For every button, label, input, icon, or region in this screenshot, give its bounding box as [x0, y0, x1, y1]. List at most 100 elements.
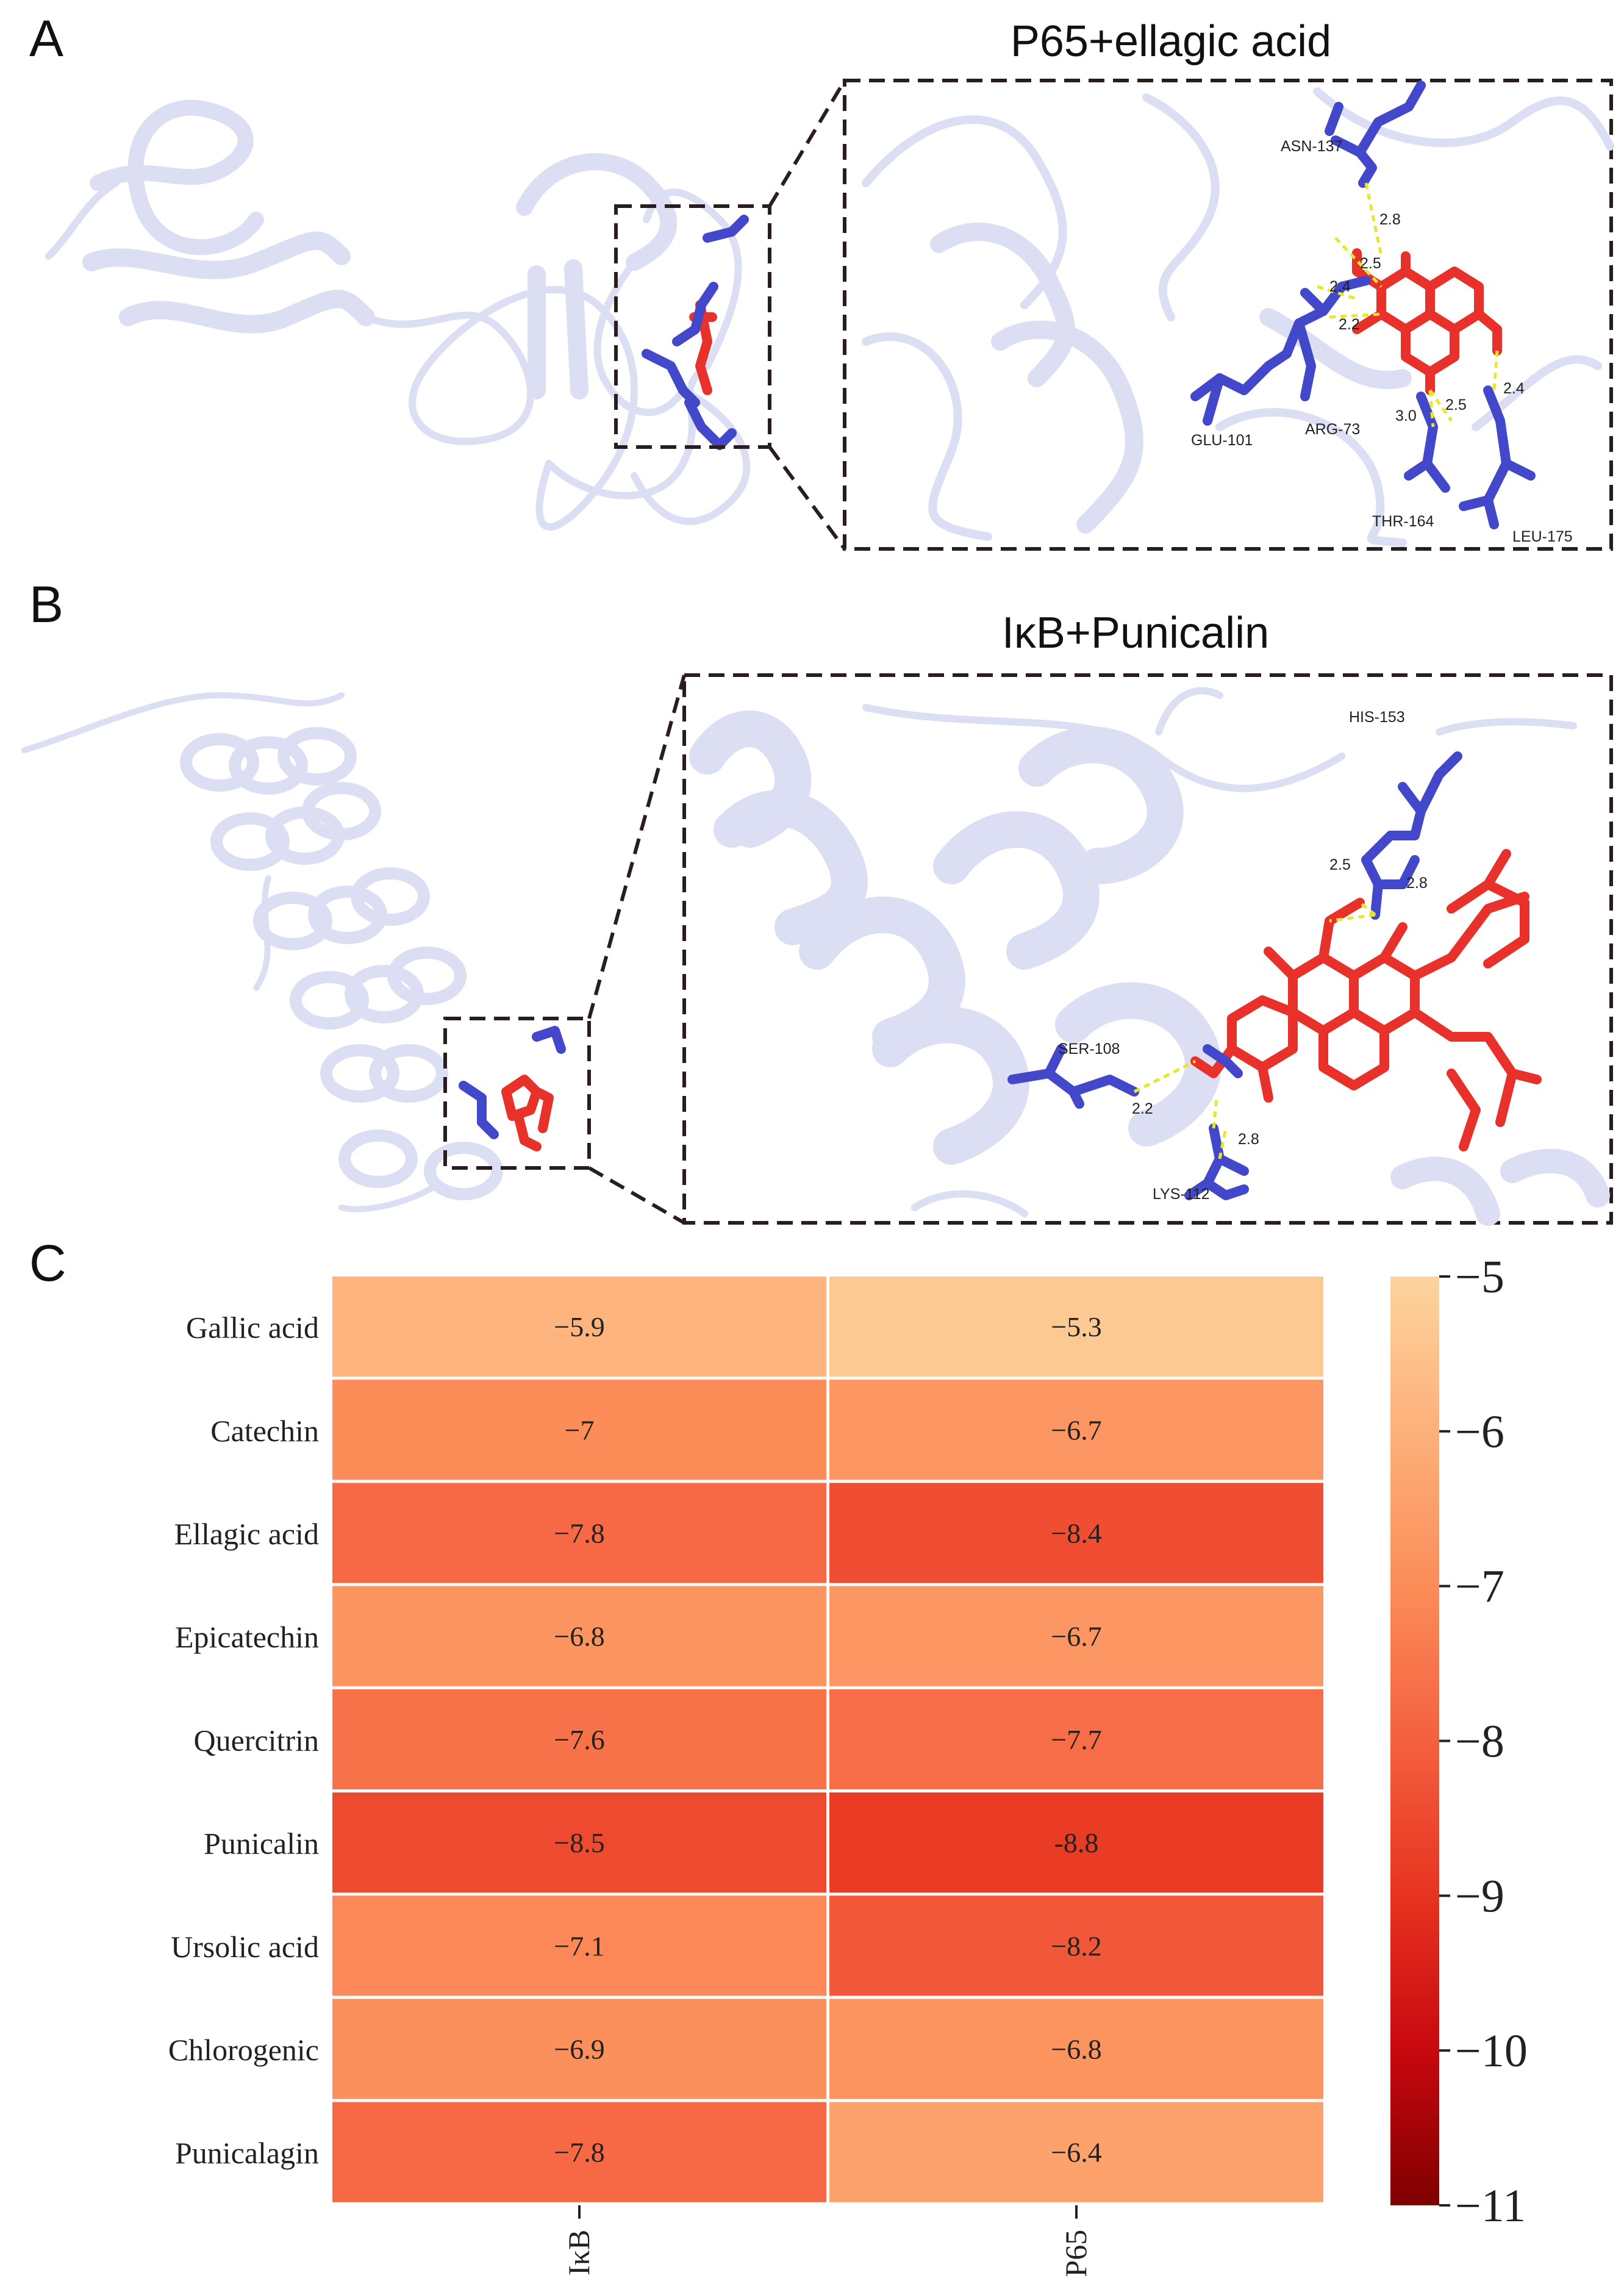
- row-label: Epicatechin: [175, 1620, 319, 1654]
- heatmap-cell-label: -8.8: [1054, 1827, 1099, 1858]
- panel-a: A P65+ellagic acid: [29, 10, 1614, 551]
- heatmap-cell: [332, 1896, 826, 1996]
- row-label: Catechin: [210, 1414, 319, 1448]
- panel-a-distance-label: 3.0: [1395, 407, 1417, 424]
- panel-b-residue-label: HIS-153: [1349, 709, 1405, 726]
- panel-b-connector-bottom: [588, 1166, 685, 1225]
- colorbar-tick-label: −8: [1455, 1716, 1504, 1767]
- colorbar-tick-label: −11: [1455, 2180, 1526, 2232]
- heatmap-cell-label: −6.8: [1051, 2034, 1101, 2065]
- panel-b-zoom-box: [682, 673, 1613, 1225]
- panel-b: B IκB+Punicalin: [21, 576, 1613, 1226]
- panel-b-protein-overview: [21, 692, 566, 1212]
- colorbar-tick-label: −7: [1455, 1561, 1504, 1613]
- heatmap-cell-label: −7: [565, 1414, 595, 1445]
- panel-a-title: P65+ellagic acid: [1011, 17, 1331, 66]
- panel-b-distance-label: 2.5: [1329, 856, 1351, 873]
- heatmap-cell-label: −5.3: [1051, 1311, 1101, 1342]
- heatmap-cell-label: −6.7: [1051, 1414, 1101, 1445]
- colorbar-tick-label: −6: [1455, 1406, 1504, 1458]
- row-label: Punicalin: [204, 1827, 319, 1861]
- panel-b-ligand: [1190, 849, 1542, 1151]
- colorbar: −5 −6 −7 −8 −9 −10 −11: [1390, 1251, 1528, 2232]
- panel-b-distance-label: 2.8: [1406, 875, 1428, 892]
- heatmap-cell-label: −7.6: [554, 1724, 604, 1755]
- row-label: Ursolic acid: [171, 1930, 319, 1964]
- panel-a-residue-label: GLU-101: [1191, 432, 1253, 449]
- panel-a-connector-top: [768, 79, 846, 207]
- panel-a-ligand: [1352, 248, 1502, 395]
- heatmap-cell-label: −7.1: [554, 1930, 604, 1961]
- colorbar-tick-label: −5: [1455, 1251, 1504, 1303]
- row-label: Chlorogenic: [168, 2033, 319, 2067]
- heatmap-cell: [829, 1792, 1323, 1893]
- heatmap-cell: [332, 1380, 826, 1480]
- panel-a-distance-label: 2.2: [1339, 316, 1360, 333]
- panel-a-zoom-box: [843, 79, 1613, 551]
- panel-a-zoom-protein: [862, 87, 1614, 547]
- panel-a-residue-label: LEU-175: [1512, 528, 1573, 545]
- heatmap-cell: [829, 1586, 1323, 1686]
- heatmap-cell: [332, 1689, 826, 1789]
- row-label: Punicalagin: [175, 2136, 319, 2170]
- panel-a-letter: A: [29, 10, 63, 67]
- panel-b-connector-top: [587, 675, 686, 1019]
- panel-c: C Gallic acid −5.9 −5.3 Catechin −7 −6.7 Ellag…: [29, 1234, 1528, 2277]
- panel-a-connector-bottom: [768, 446, 846, 550]
- panel-b-residue-label: LYS-112: [1153, 1186, 1210, 1203]
- panel-a-residue-label: ASN-137: [1281, 138, 1342, 155]
- heatmap-cell-label: −6.8: [554, 1621, 604, 1652]
- row-label: Quercitrin: [194, 1723, 319, 1757]
- heatmap-cell-label: −8.2: [1051, 1930, 1101, 1961]
- heatmap-cell: [332, 1586, 826, 1686]
- colorbar-gradient: [1390, 1276, 1439, 2205]
- heatmap-cell-label: −5.9: [554, 1311, 604, 1342]
- panel-b-residues: [1007, 751, 1462, 1200]
- colorbar-tick-label: −9: [1455, 1871, 1504, 1922]
- heatmap-cell: [829, 2102, 1323, 2202]
- heatmap-cell: [829, 1483, 1323, 1583]
- panel-a-distance-label: 2.5: [1445, 396, 1467, 414]
- row-label: Gallic acid: [186, 1311, 319, 1345]
- column-label: P65: [1059, 2230, 1093, 2277]
- panel-a-distance-label: 2.4: [1329, 278, 1351, 295]
- heatmap-cell-label: −6.4: [1051, 2137, 1101, 2168]
- heatmap-cell-label: −7.7: [1051, 1724, 1101, 1755]
- heatmap-cell-label: −7.8: [554, 2137, 604, 2168]
- panel-b-hbonds: [1133, 901, 1376, 1159]
- heatmap-cell: [829, 1689, 1323, 1789]
- panel-a-residue-label: THR-164: [1372, 513, 1434, 530]
- column-label: IκB: [562, 2230, 596, 2275]
- panel-c-letter: C: [29, 1234, 66, 1292]
- heatmap-cell-label: −8.4: [1051, 1518, 1101, 1549]
- heatmap-cell: [829, 1999, 1323, 2099]
- panel-b-title: IκB+Punicalin: [1002, 609, 1269, 657]
- heatmap: Gallic acid −5.9 −5.3 Catechin −7 −6.7 Ellagic…: [168, 1276, 1323, 2277]
- panel-a-distance-label: 2.5: [1360, 255, 1381, 272]
- heatmap-cell: [829, 1896, 1323, 1996]
- heatmap-cell-label: −7.8: [554, 1518, 604, 1549]
- heatmap-cell: [332, 2102, 826, 2202]
- heatmap-cell: [332, 1483, 826, 1583]
- panel-b-distance-label: 2.8: [1238, 1131, 1259, 1148]
- panel-a-distance-label: 2.8: [1379, 211, 1401, 228]
- panel-a-protein-overview: [45, 99, 751, 531]
- panel-a-small-box: [614, 204, 771, 449]
- heatmap-cell: [332, 1999, 826, 2099]
- panel-b-residue-label: SER-108: [1058, 1040, 1120, 1058]
- panel-a-distance-label: 2.4: [1503, 380, 1525, 397]
- heatmap-cell: [829, 1276, 1323, 1377]
- panel-a-hbonds: [1317, 182, 1499, 428]
- colorbar-tick-label: −10: [1455, 2025, 1528, 2077]
- heatmap-cell-label: −6.9: [554, 2034, 604, 2065]
- panel-a-residue-label: ARG-73: [1305, 421, 1360, 438]
- panel-b-letter: B: [29, 576, 63, 633]
- heatmap-cell: [829, 1380, 1323, 1480]
- heatmap-cell-label: −8.5: [554, 1827, 604, 1858]
- heatmap-cell-label: −6.7: [1051, 1621, 1101, 1652]
- row-label: Ellagic acid: [174, 1517, 319, 1551]
- panel-b-distance-label: 2.2: [1132, 1100, 1153, 1117]
- panel-b-zoom-protein: [689, 687, 1610, 1226]
- heatmap-cell: [332, 1276, 826, 1377]
